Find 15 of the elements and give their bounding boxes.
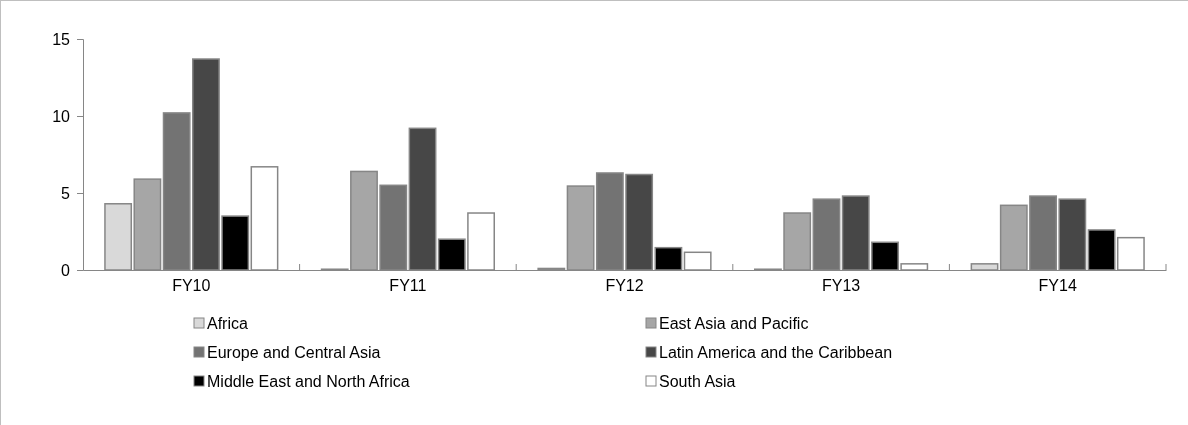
y-tick-label: 15 [52,30,71,48]
legend-label: East Asia and Pacific [659,314,809,332]
x-tick-label: FY14 [1038,276,1077,294]
legend-label: Latin America and the Caribbean [659,343,893,361]
x-tick-label: FY10 [172,276,211,294]
y-tick-label: 0 [61,261,71,279]
x-tick-label: FY11 [389,276,427,294]
legend-label: South Asia [659,372,736,390]
legend-label: Europe and Central Asia [207,343,381,361]
y-tick-label: 5 [61,184,71,202]
x-tick-label: FY12 [605,276,644,294]
y-tick-label: 10 [52,107,71,125]
x-tick-label: FY13 [821,276,861,294]
legend-label: Middle East and North Africa [207,372,410,390]
legend-label: Africa [207,314,248,332]
